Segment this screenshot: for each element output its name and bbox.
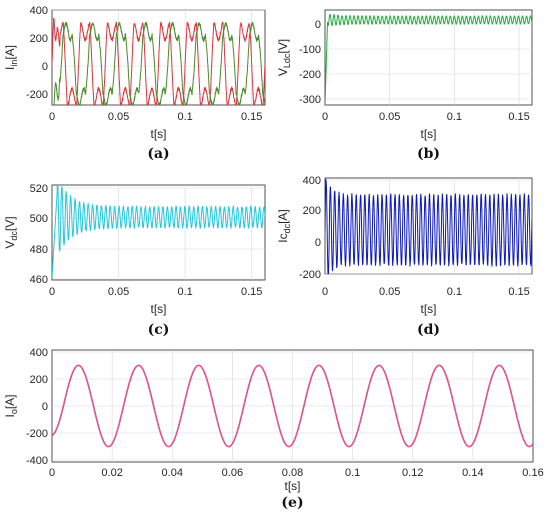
series-line-1 <box>52 17 265 105</box>
panel-caption: (a) <box>147 146 169 162</box>
panel-caption: (b) <box>417 146 440 162</box>
y-tick-label: 400 <box>303 175 321 187</box>
x-tick-label: 0 <box>49 286 55 298</box>
series-line-1 <box>325 178 532 274</box>
x-tick-label: 0.05 <box>379 111 400 123</box>
x-tick-label: 0.15 <box>508 286 529 298</box>
series-group <box>325 13 532 105</box>
x-tick-label: 0 <box>49 111 55 123</box>
y-tick-label: 0 <box>42 401 48 413</box>
y-tick-label: -100 <box>299 44 321 56</box>
panel-b: 0 0.05 0.1 0.15 0 -100 -200 -300 t[s] VLdc[V] (b) <box>276 9 533 162</box>
x-tick-label: 0 <box>322 286 328 298</box>
y-tick-label: 200 <box>303 205 321 217</box>
x-tick-label: 0.15 <box>241 286 262 298</box>
x-tick-label: 0.04 <box>162 467 183 479</box>
series-line-2 <box>52 364 533 448</box>
plot-frame <box>51 184 266 281</box>
x-tick-label: 0.05 <box>379 286 400 298</box>
y-tick-label: -200 <box>299 69 321 81</box>
x-tick-label: 0 <box>49 467 55 479</box>
y-axis-label: Vdc[V] <box>3 216 19 248</box>
panel-caption: (c) <box>148 322 170 338</box>
y-tick-label: 500 <box>30 213 48 225</box>
y-axis-label: Io[A] <box>3 394 19 417</box>
y-tick-label: -300 <box>299 94 321 106</box>
x-tick-label: 0.16 <box>522 467 543 479</box>
y-tick-label: -200 <box>299 269 321 281</box>
series-line-1 <box>325 13 532 105</box>
y-tick-label: -400 <box>26 455 48 467</box>
panel-e: 0 0.02 0.04 0.06 0.08 0.1 0.12 0.14 0.164002000-… <box>3 347 544 511</box>
y-tick-label: 460 <box>30 274 48 286</box>
y-tick-label: 0 <box>42 61 48 73</box>
x-tick-label: 0.1 <box>345 467 360 479</box>
x-tick-label: 0.08 <box>282 467 303 479</box>
x-axis-label: t[s] <box>420 127 436 141</box>
x-tick-label: 0.14 <box>462 467 483 479</box>
y-axis-label: Icdc[A] <box>276 209 292 243</box>
y-tick-label: -200 <box>26 428 48 440</box>
x-axis-label: t[s] <box>420 302 436 316</box>
x-tick-label: 0.15 <box>241 111 262 123</box>
x-tick-label: 0.02 <box>101 467 122 479</box>
y-axis-label: Iin[A] <box>3 45 19 70</box>
y-tick-label: 0 <box>315 19 321 31</box>
x-tick-label: 0.05 <box>108 286 129 298</box>
series-line-2 <box>52 21 265 105</box>
series-group <box>325 178 532 274</box>
series-group <box>52 364 533 448</box>
series-group <box>52 17 265 105</box>
series-line-1 <box>52 185 265 278</box>
y-tick-label: 0 <box>315 237 321 249</box>
x-axis-label: t[s] <box>284 479 300 493</box>
x-axis-label: t[s] <box>150 127 166 141</box>
plot-frame <box>324 9 533 106</box>
y-axis-label: VLdc[V] <box>276 39 292 76</box>
x-tick-label: 0.1 <box>447 111 462 123</box>
x-tick-label: 0.05 <box>108 111 129 123</box>
x-tick-label: 0.1 <box>177 111 192 123</box>
panel-caption: (d) <box>417 322 440 338</box>
panel-caption: (e) <box>281 495 303 511</box>
x-tick-label: 0.06 <box>222 467 243 479</box>
panel-c: 0 0.05 0.1 0.15 520 500 480 460 t[s] Vdc[V] (c) <box>3 183 266 338</box>
x-tick-label: 0.1 <box>447 286 462 298</box>
y-tick-label: 400 <box>30 347 48 359</box>
x-axis-label: t[s] <box>150 302 166 316</box>
x-tick-label: 0.12 <box>402 467 423 479</box>
y-tick-label: 200 <box>30 33 48 45</box>
y-tick-label: 480 <box>30 244 48 256</box>
series-group <box>52 185 265 278</box>
x-tick-label: 0.15 <box>508 111 529 123</box>
y-tick-label: 400 <box>30 5 48 17</box>
x-tick-label: 0 <box>322 111 328 123</box>
y-tick-label: -200 <box>26 89 48 101</box>
y-tick-label: 200 <box>30 374 48 386</box>
x-tick-label: 0.1 <box>177 286 192 298</box>
y-tick-label: 520 <box>30 183 48 195</box>
